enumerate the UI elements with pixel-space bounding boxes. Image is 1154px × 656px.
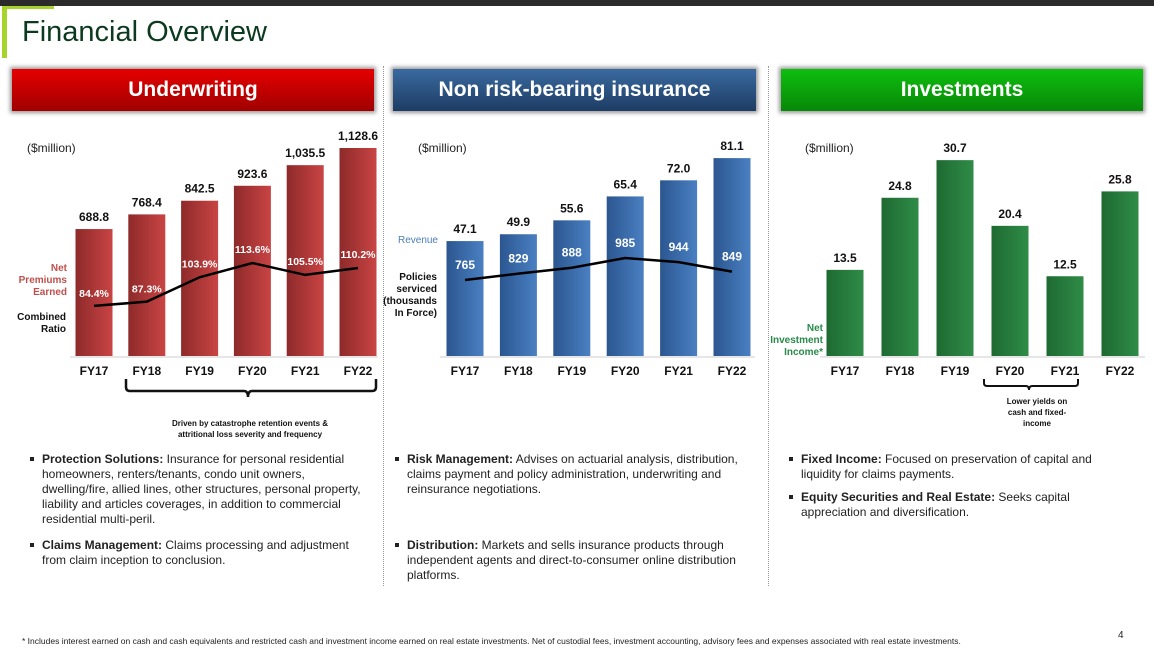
bar [1101,191,1139,356]
x-tick-label: FY17 [80,364,109,378]
x-tick-label: FY19 [185,364,214,378]
x-tick-label: FY20 [996,364,1025,378]
line-value-label: 849 [722,250,742,264]
bar-series-label: Revenue [397,235,438,246]
x-tick-label: FY18 [886,364,915,378]
bar-series-label: Net Investment Income* [770,323,823,358]
x-tick-label: FY18 [504,364,533,378]
x-tick-label: FY20 [611,364,640,378]
bar [75,229,113,356]
divider [383,66,384,586]
x-tick-label: FY19 [941,364,970,378]
x-tick-label: FY22 [344,364,373,378]
line-value-label: 985 [615,236,635,250]
bullet-equity-real-estate: Equity Securities and Real Estate: Seeks… [787,490,1117,520]
bullet-risk-management: Risk Management: Advises on actuarial an… [393,452,748,497]
bar-value-label: 81.1 [720,139,744,153]
bullet-claims-management: Claims Management: Claims processing and… [28,538,368,568]
bar-value-label: 25.8 [1108,172,1132,186]
bar [499,234,537,356]
bar-value-label: 20.4 [998,207,1022,221]
unit-label: ($million) [805,141,854,155]
x-tick-label: FY22 [1106,364,1135,378]
line-value-label: 829 [508,252,528,266]
x-tick-label: FY22 [718,364,747,378]
bar-value-label: 923.6 [237,167,267,181]
bar [881,197,919,356]
bar-value-label: 842.5 [185,182,215,196]
bar-value-label: 1,128.6 [338,129,378,143]
brace-underwriting [124,379,378,398]
bar-value-label: 24.8 [888,179,912,193]
page-number: 4 [1118,630,1124,641]
line-value-label: 87.3% [132,284,162,296]
line-value-label: 113.6% [235,244,271,256]
bar [339,147,377,356]
underwriting-header: Underwriting [12,69,374,111]
chart-annotation: Lower yields on cash and fixed-income [1006,397,1068,428]
bar [128,214,166,356]
bar [713,158,751,356]
x-tick-label: FY21 [291,364,320,378]
line-value-label: 944 [669,240,689,254]
x-tick-label: FY17 [831,364,860,378]
line-value-label: 110.2% [340,249,376,261]
bar-value-label: 55.6 [560,201,584,215]
bar [606,196,644,356]
x-tick-label: FY21 [664,364,693,378]
bar [991,225,1029,356]
bar [233,185,271,356]
title-accent [2,6,54,9]
bar-value-label: 65.4 [614,177,638,191]
bar [660,180,698,356]
unit-label: ($million) [27,141,76,155]
x-tick-label: FY19 [557,364,586,378]
bar [826,269,864,356]
bar-value-label: 13.5 [833,251,857,265]
x-tick-label: FY17 [451,364,480,378]
line-value-label: 103.9% [182,258,218,270]
unit-label: ($million) [418,141,467,155]
bar-series-label: Net Premiums Earned [18,263,67,298]
bar-value-label: 688.8 [79,210,109,224]
bar-value-label: 47.1 [453,222,477,236]
bar-value-label: 30.7 [943,141,967,155]
line-value-label: 888 [562,246,582,260]
bar [553,220,591,356]
title-accent [2,6,7,58]
line-series [464,256,733,282]
chart-annotation: Driven by catastrophe retention events &… [171,419,329,439]
non-risk-header: Non risk-bearing insurance [393,69,756,111]
line-series-label: Policies serviced (thousands In Force) [383,272,437,319]
divider [768,66,769,586]
line-value-label: 84.4% [79,288,109,300]
bar [1046,276,1084,356]
window-top-bar [0,0,1154,6]
bar [446,241,484,356]
bar [286,165,324,356]
bar [936,160,974,356]
x-tick-label: FY20 [238,364,267,378]
bar-value-label: 768.4 [132,195,162,209]
page-title: Financial Overview [22,16,267,48]
line-series-label: Combined Ratio [17,312,66,335]
bar-value-label: 1,035.5 [285,146,325,160]
brace-investments [983,379,1079,391]
line-series [93,261,359,308]
bullet-fixed-income: Fixed Income: Focused on preservation of… [787,452,1117,482]
bar-value-label: 12.5 [1053,257,1077,271]
bullet-distribution: Distribution: Markets and sells insuranc… [393,538,748,583]
line-value-label: 765 [455,258,475,272]
footnote: * Includes interest earned on cash and c… [22,636,961,646]
bar-value-label: 49.9 [507,215,531,229]
investments-header: Investments [781,69,1143,111]
bullet-protection-solutions: Protection Solutions: Insurance for pers… [28,452,368,527]
x-tick-label: FY21 [1051,364,1080,378]
x-tick-label: FY18 [132,364,161,378]
line-value-label: 105.5% [287,256,323,268]
bar-value-label: 72.0 [667,161,691,175]
